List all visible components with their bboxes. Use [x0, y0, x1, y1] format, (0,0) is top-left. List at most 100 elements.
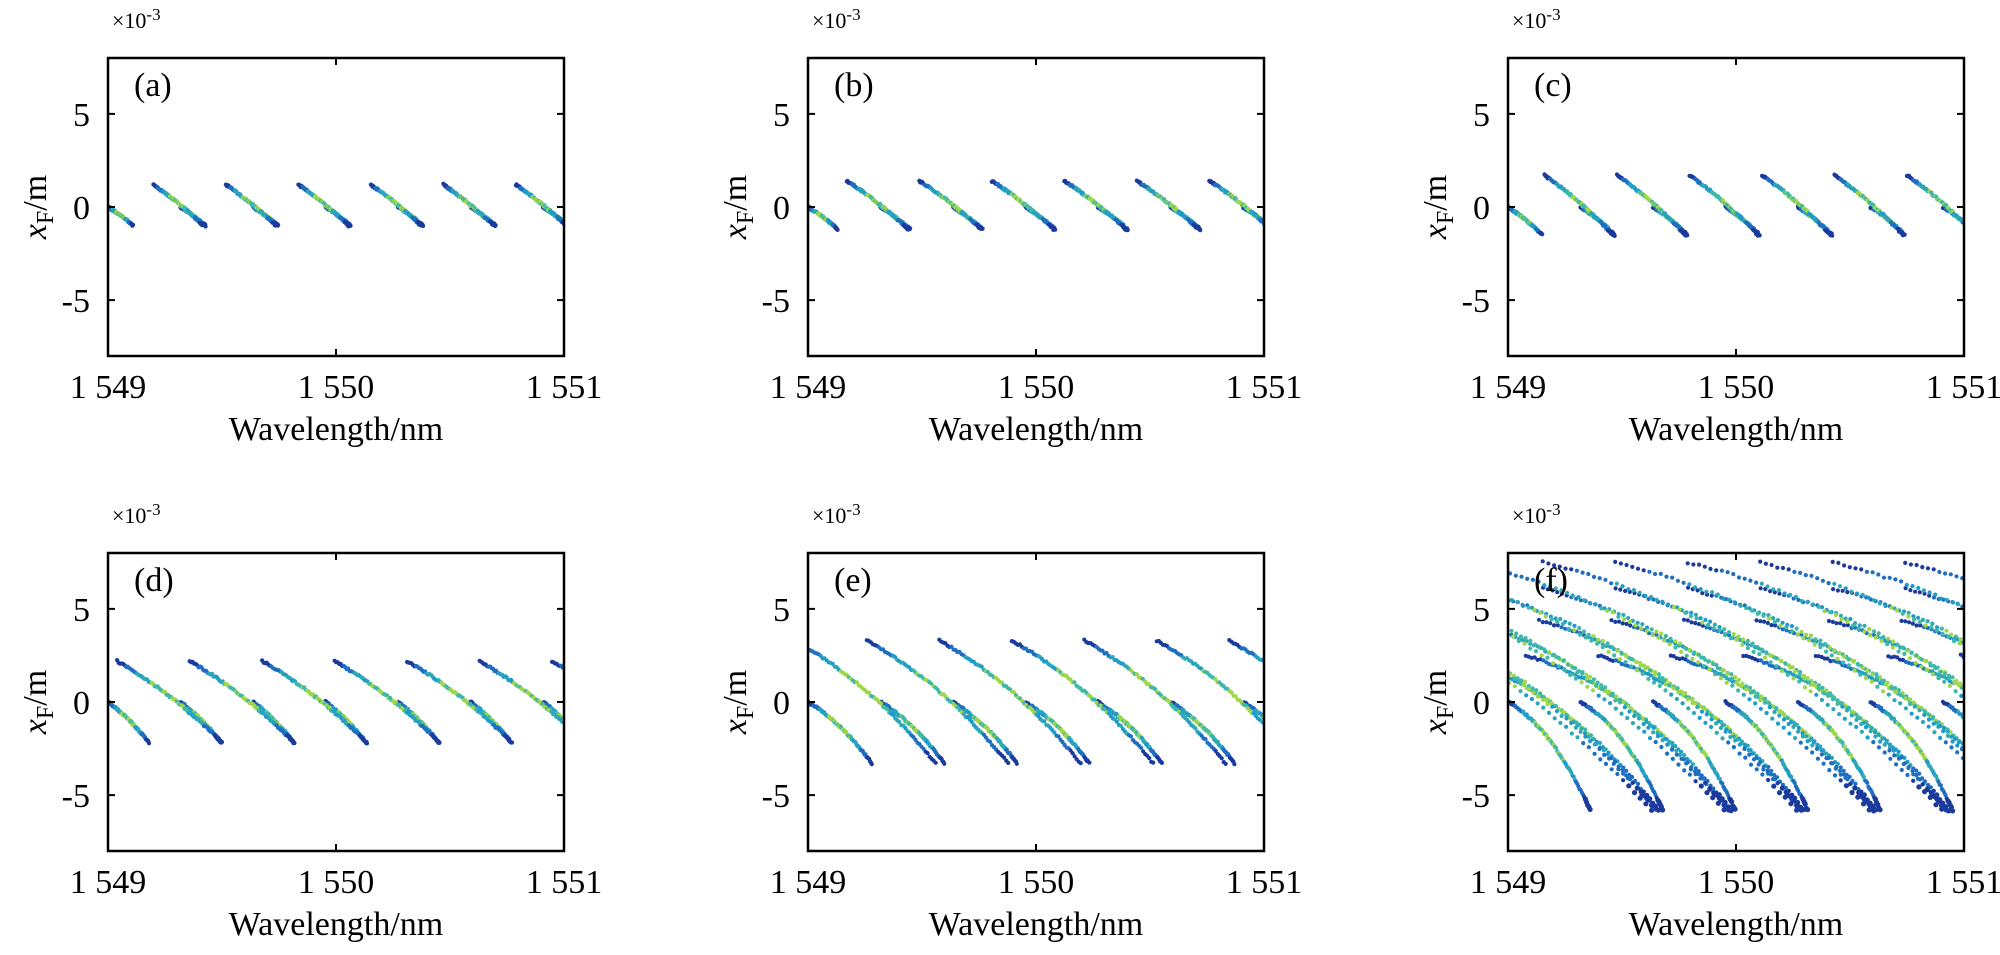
x-tick-label: 1 551 — [1926, 369, 2000, 406]
chart-panel: 1 549 1 550 1 551 5 0 -5 ×10-3 (c) Wavelength/nm… — [1417, 5, 2000, 448]
panel-label: (c) — [1534, 67, 1572, 104]
data-point — [1051, 228, 1055, 232]
x-tick-label: 1 550 — [1698, 369, 1775, 406]
y-tick-label: -5 — [762, 778, 790, 815]
y-tick-label: 0 — [1473, 190, 1490, 227]
x-axis-label: Wavelength/nm — [229, 411, 443, 448]
y-multiplier-label: ×10-3 — [812, 5, 861, 33]
data-point — [870, 762, 874, 766]
data-point — [147, 741, 151, 745]
data-point — [1079, 761, 1083, 765]
data-point — [510, 740, 514, 744]
y-tick-label: -5 — [62, 778, 90, 815]
data-point — [979, 227, 983, 231]
panel-label: (a) — [134, 67, 172, 104]
data-point — [934, 761, 938, 765]
data-point — [1828, 233, 1832, 237]
data-point — [365, 741, 369, 745]
x-tick-label: 1 551 — [1226, 864, 1303, 901]
chart-panel: 1 549 1 550 1 55150-5×10-3(a)Wavelength/nm… — [17, 5, 602, 448]
data-point — [836, 228, 840, 232]
data-point — [1611, 233, 1615, 237]
data-point — [1006, 761, 1010, 765]
y-axis-label: xF/m — [17, 175, 59, 240]
y-tick-label: 0 — [73, 190, 90, 227]
y-tick-label: 0 — [773, 190, 790, 227]
x-tick-label: 1 551 — [526, 369, 603, 406]
y-tick-label: -5 — [762, 283, 790, 320]
data-point — [1151, 761, 1155, 765]
data-point — [1196, 226, 1200, 230]
data-point — [1160, 761, 1164, 765]
x-tick-label: 1 549 — [70, 864, 147, 901]
y-tick-label: 5 — [73, 592, 90, 629]
data-point — [1224, 762, 1228, 766]
x-tick-label: 1 550 — [998, 864, 1075, 901]
data-point — [201, 223, 205, 227]
data-series — [106, 182, 568, 229]
y-tick-label: 0 — [73, 685, 90, 722]
panel-label: (b) — [834, 67, 874, 104]
data-series — [106, 658, 568, 746]
axes-frame — [808, 58, 1264, 356]
x-tick-label: 1 551 — [526, 864, 603, 901]
y-multiplier-label: ×10-3 — [112, 500, 161, 528]
x-tick-label: 1 551 — [1226, 369, 1303, 406]
data-point — [926, 751, 930, 755]
data-point — [1220, 756, 1224, 760]
data-point — [1124, 228, 1128, 232]
data-point — [419, 223, 423, 227]
data-point — [220, 740, 224, 744]
data-point — [906, 227, 910, 231]
panel-label: (e) — [834, 562, 872, 599]
x-tick-label: 1 550 — [998, 369, 1075, 406]
data-series — [804, 638, 1268, 767]
y-multiplier-label: ×10-3 — [1512, 5, 1561, 33]
y-multiplier-label: ×10-3 — [812, 500, 861, 528]
x-tick-label: 1 549 — [770, 864, 847, 901]
x-tick-label: 1 550 — [298, 864, 375, 901]
y-tick-label: 0 — [773, 685, 790, 722]
data-point — [274, 223, 278, 227]
axes-frame — [108, 58, 564, 356]
y-tick-label: 5 — [773, 97, 790, 134]
x-axis-label: Wavelength/nm — [1629, 411, 1843, 448]
data-point — [292, 741, 296, 745]
y-tick-label: -5 — [1462, 283, 1490, 320]
chart-panel: 1 549 1 550 1 55150-5×10-3(e)Wavelength/nm… — [717, 500, 1302, 943]
axes-frame — [808, 553, 1264, 851]
data-series — [1506, 172, 1968, 238]
data-series — [806, 179, 1268, 233]
chart-panel: 1 549 1 550 1 55150-5×10-3(f)Wavelength/nm… — [1417, 500, 2000, 943]
data-point — [1865, 781, 1869, 785]
chart-panel: 1 549 1 550 1 551 5 0 -5 ×10-3 (b) Wavelength/nm… — [717, 5, 1302, 448]
y-tick-label: 5 — [773, 592, 790, 629]
y-tick-label: 5 — [1473, 97, 1490, 134]
data-point — [1129, 734, 1133, 738]
y-axis-label: xF/m — [717, 175, 759, 240]
data-point — [1683, 233, 1687, 237]
data-point — [1756, 234, 1760, 238]
axes-frame — [1508, 58, 1964, 356]
x-tick-label: 1 549 — [770, 369, 847, 406]
data-point — [437, 741, 441, 745]
x-tick-label: 1 549 — [70, 369, 147, 406]
data-point — [1042, 719, 1046, 723]
data-point — [942, 762, 946, 766]
x-axis-label: Wavelength/nm — [929, 411, 1143, 448]
data-point — [1015, 762, 1019, 766]
data-series — [1504, 559, 1969, 813]
data-point — [1588, 807, 1593, 812]
data-point — [491, 223, 495, 227]
y-tick-label: -5 — [62, 283, 90, 320]
data-point — [1901, 233, 1905, 237]
data-point — [1203, 737, 1207, 741]
x-tick-label: 1 550 — [298, 369, 375, 406]
x-tick-label: 1 549 — [1470, 369, 1547, 406]
y-tick-label: 5 — [73, 97, 90, 134]
chart-panel: 1 549 1 550 1 55150-5×10-3(d)Wavelength/nm… — [17, 500, 602, 943]
y-axis-label: xF/m — [17, 670, 59, 735]
data-point — [1087, 761, 1091, 765]
y-axis-label: xF/m — [1417, 175, 1459, 240]
data-point — [1540, 232, 1544, 236]
